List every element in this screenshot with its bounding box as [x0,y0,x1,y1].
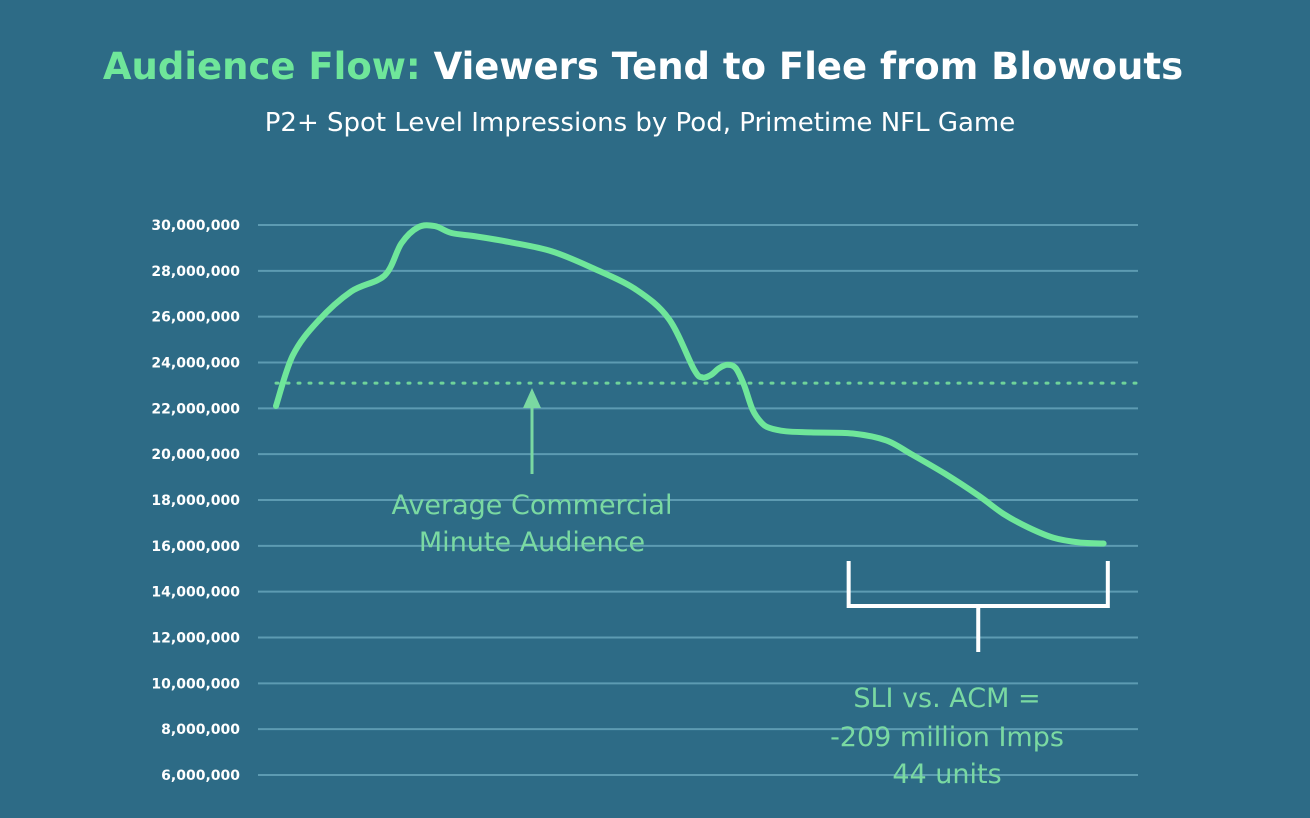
bracket [846,561,1110,608]
annotation-average-line1: Average Commercial [392,490,673,521]
y-tick-label: 10,000,000 [151,676,240,692]
y-tick-label: 12,000,000 [151,631,240,647]
y-tick-label: 28,000,000 [151,264,240,280]
annotation-average-line2: Minute Audience [419,527,645,558]
series-line-impressions [273,222,1107,547]
y-tick-label: 18,000,000 [151,493,240,509]
gridlines [258,224,1138,776]
annotation-sli-line3: 44 units [892,759,1001,790]
y-tick-label: 16,000,000 [151,539,240,555]
y-tick-label: 14,000,000 [151,585,240,601]
annotation-sli-line2: -209 million Imps [830,722,1064,753]
average-arrow-head [523,388,541,408]
y-tick-label: 20,000,000 [151,447,240,463]
y-tick-label: 8,000,000 [161,722,240,738]
chart-title: Audience Flow: Viewers Tend to Flee from… [103,45,1183,88]
chart-subtitle: P2+ Spot Level Impressions by Pod, Prime… [265,108,1016,138]
y-axis-ticks: 30,000,000 28,000,000 26,000,000 24,000,000… [151,218,240,784]
annotation-sli-line1: SLI vs. ACM = [853,683,1040,714]
y-tick-label: 30,000,000 [151,218,240,234]
average-arrow [523,388,541,474]
y-tick-label: 22,000,000 [151,401,240,417]
chart-title-rest: Viewers Tend to Flee from Blowouts [434,45,1184,88]
y-tick-label: 24,000,000 [151,356,240,372]
chart-title-highlight: Audience Flow: [103,45,421,88]
y-tick-label: 26,000,000 [151,310,240,326]
y-tick-label: 6,000,000 [161,768,240,784]
